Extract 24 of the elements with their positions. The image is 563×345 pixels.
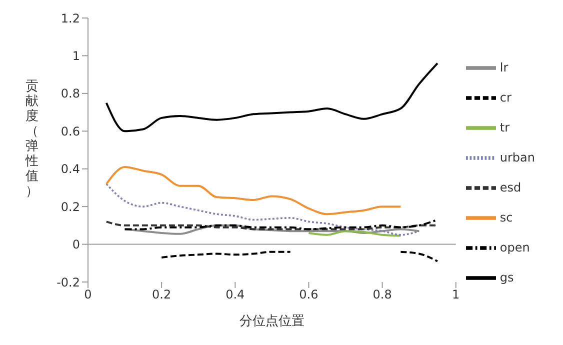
legend-label: gs [500, 270, 514, 284]
legend-label: urban [500, 150, 535, 164]
y-tick-label: -0.2 [56, 275, 80, 290]
x-tick-label: 0.6 [299, 288, 318, 302]
x-tick-label: 0.2 [152, 288, 172, 302]
y-tick-label: 0.4 [60, 162, 80, 176]
y-tick-label: 1 [72, 48, 80, 63]
legend-label: esd [500, 180, 522, 194]
x-tick-label: 1 [452, 288, 460, 302]
y-tick-label: 0 [72, 238, 80, 252]
legend-label: open [500, 240, 530, 254]
x-axis-title: 分位点位置 [239, 314, 304, 329]
legend-label: lr [500, 60, 508, 74]
y-tick-label: 0.8 [60, 86, 80, 101]
y-tick-label: 1.2 [60, 11, 80, 26]
legend-label: tr [500, 120, 510, 134]
x-tick-label: 0.8 [372, 288, 392, 302]
legend-label: sc [500, 210, 513, 224]
legend-label: cr [500, 90, 512, 104]
y-axis-title: 贡献度（弹性值） [24, 79, 38, 199]
y-tick-label: 0.2 [60, 200, 80, 214]
x-tick-label: 0 [84, 288, 92, 302]
y-tick-label: 0.6 [60, 124, 80, 138]
x-tick-label: 0.4 [226, 288, 245, 302]
